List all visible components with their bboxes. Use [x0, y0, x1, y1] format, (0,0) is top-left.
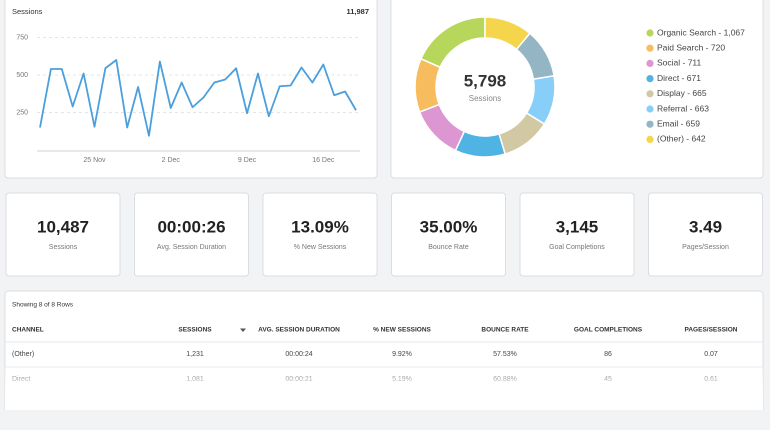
kpi-value: 10,487: [37, 217, 89, 236]
column-header: % NEW SESSIONS: [373, 327, 431, 334]
donut-slice: [484, 16, 531, 51]
x-tick-label: 9 Dec: [238, 157, 257, 164]
x-tick-label: 2 Dec: [162, 157, 181, 164]
kpi-card: [391, 192, 506, 277]
x-tick-label: 16 Dec: [312, 157, 335, 164]
kpi-card: [5, 192, 121, 277]
table-cell: 1,231: [186, 351, 204, 358]
legend-swatch: [646, 135, 654, 143]
content: 250 500 750 25 Nov 2 Dec 9 Dec 16 Dec Organic S…: [5, 16, 763, 383]
column-header: CHANNEL: [12, 327, 44, 334]
kpi-label: Avg. Session Duration: [157, 244, 226, 251]
kpi-label: Bounce Rate: [428, 244, 469, 251]
kpi-value: 35.00%: [420, 217, 478, 236]
table-cell: (Other): [12, 351, 34, 358]
legend-swatch: [646, 29, 654, 37]
kpi-label: Sessions: [49, 244, 78, 251]
kpi-value: 00:00:26: [157, 217, 225, 236]
kpi-label: Pages/Session: [682, 244, 729, 251]
kpi-label: Goal Completions: [549, 244, 605, 251]
channel-card: [390, 0, 764, 179]
kpi-card: [134, 192, 249, 277]
table-cell: 86: [604, 351, 612, 358]
table-cell: 57.53%: [493, 351, 517, 358]
donut-total-label: Sessions: [469, 94, 501, 103]
kpi-card: [648, 192, 763, 277]
legend-label: Email - 659: [657, 118, 700, 128]
legend-label: Social - 711: [657, 58, 702, 68]
table-cell: 00:00:24: [285, 351, 312, 358]
legend-label: Paid Search - 720: [657, 42, 725, 52]
table-cell: 9.92%: [392, 351, 412, 358]
legend-swatch: [646, 75, 654, 83]
x-tick-label: 25 Nov: [83, 157, 106, 164]
y-tick-label: 500: [16, 72, 28, 79]
kpi-value: 3.49: [689, 217, 722, 236]
footer-bg: [0, 410, 770, 430]
legend-label: Display - 665: [657, 88, 707, 98]
legend-label: Referral - 663: [657, 103, 709, 113]
kpi-value: 3,145: [556, 217, 599, 236]
sessions-card: [4, 0, 378, 179]
kpi-value: 13.09%: [291, 217, 349, 236]
y-tick-label: 750: [16, 34, 28, 41]
legend-swatch: [646, 120, 654, 128]
legend-swatch: [646, 90, 654, 98]
legend-swatch: [646, 44, 654, 52]
chart-total: 11,987: [346, 7, 369, 16]
legend-label: Direct - 671: [657, 73, 701, 83]
column-header: PAGES/SESSION: [685, 327, 738, 334]
donut-slice: [454, 130, 507, 158]
table-cell: 0.07: [704, 351, 718, 358]
column-header: GOAL COMPLETIONS: [574, 327, 643, 334]
donut-slice: [414, 57, 442, 114]
table-caption: Showing 8 of 8 Rows: [12, 302, 74, 309]
column-header: AVG. SESSION DURATION: [258, 327, 340, 334]
sort-arrow[interactable]: [240, 328, 246, 333]
donut-total: 5,798: [464, 71, 507, 90]
kpi-card: [519, 192, 635, 277]
kpi-label: % New Sessions: [294, 244, 347, 251]
legend-label: Organic Search - 1,067: [657, 27, 745, 37]
legend-label: (Other) - 642: [657, 134, 706, 144]
column-header: SESSIONS: [178, 327, 212, 334]
column-header: BOUNCE RATE: [481, 327, 529, 334]
table-fade: [5, 362, 763, 410]
legend-swatch: [646, 59, 654, 67]
kpi-card: [262, 192, 378, 277]
chart-title: Sessions: [12, 7, 43, 16]
line: [39, 59, 357, 137]
y-tick-label: 250: [16, 109, 28, 116]
legend-swatch: [646, 105, 654, 113]
